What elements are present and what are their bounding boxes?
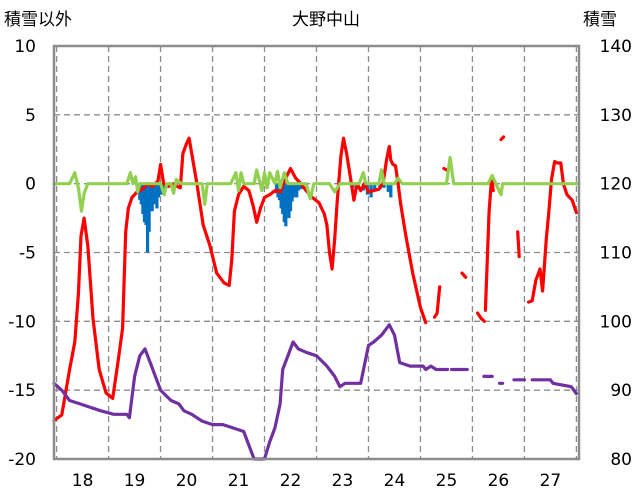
y-left-tick-label: 5: [25, 106, 36, 126]
precip-bar: [156, 183, 161, 198]
y-right-tick-label: 100: [600, 312, 632, 332]
precip-bar: [373, 183, 377, 191]
series-line: [52, 136, 428, 423]
y-right-tick-label: 80: [610, 450, 632, 470]
y-left-tick-label: 10: [14, 37, 36, 57]
series-line: [460, 271, 468, 279]
series-line: [52, 155, 581, 213]
y-right-tick-label: 110: [600, 244, 632, 264]
precip-bar: [299, 183, 303, 190]
y-left-tick-label: 0: [25, 175, 36, 195]
data-lines: [52, 135, 581, 461]
x-tick-label: 21: [228, 471, 250, 491]
x-tick-label: 19: [124, 471, 146, 491]
y-left-tick-label: -20: [8, 450, 36, 470]
y-left-tick-label: -15: [8, 381, 36, 401]
y-right-tick-label: 120: [600, 175, 632, 195]
series-line: [483, 175, 495, 312]
x-tick-label: 23: [332, 471, 354, 491]
series-line: [52, 323, 450, 461]
series-line: [530, 378, 578, 396]
tick-labels: -20 -15 -10 -5 0 5 10 80 90 100 110 120 130 140 18 19 20…: [8, 37, 632, 491]
x-tick-label: 25: [436, 471, 458, 491]
series-line: [527, 160, 578, 304]
series-line: [516, 230, 521, 259]
x-tick-label: 22: [280, 471, 302, 491]
series-line: [476, 311, 486, 323]
precip-bar: [296, 183, 300, 191]
right-axis-title: 積雪: [583, 10, 617, 30]
y-right-tick-label: 140: [600, 37, 632, 57]
series-line: [499, 135, 506, 142]
plot-frame: [52, 44, 581, 461]
precip-bar: [386, 183, 390, 192]
left-axis-title: 積雪以外: [4, 10, 72, 30]
precip-bar: [389, 183, 393, 198]
x-tick-label: 24: [384, 471, 406, 491]
y-right-tick-label: 90: [610, 381, 632, 401]
x-tick-label: 18: [72, 471, 94, 491]
x-tick-label: 27: [540, 471, 562, 491]
chart-title: 大野中山: [292, 10, 360, 30]
x-tick-label: 20: [176, 471, 198, 491]
precip-bar: [382, 183, 386, 188]
y-left-tick-label: -10: [8, 312, 36, 332]
y-right-tick-label: 130: [600, 106, 632, 126]
y-left-tick-label: -5: [19, 244, 36, 264]
series-line: [432, 285, 442, 319]
series-line: [442, 166, 449, 172]
x-tick-label: 26: [488, 471, 510, 491]
